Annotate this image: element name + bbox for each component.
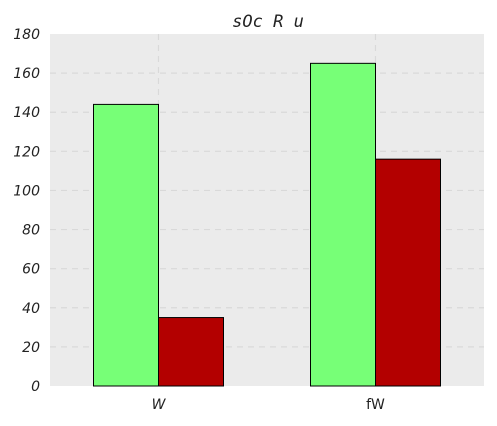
y-tick-label: 80: [22, 223, 40, 239]
y-tick-label: 60: [22, 262, 40, 278]
x-tick-label: fW: [366, 397, 385, 413]
y-tick-label: 20: [22, 340, 40, 356]
bar-series-2-W: [158, 317, 224, 387]
y-tick-label: 160: [13, 66, 40, 82]
y-tick-label: 0: [31, 379, 40, 395]
bar-series-1-W: [93, 103, 159, 387]
bars: [93, 62, 441, 387]
y-tick-label: 180: [13, 27, 40, 43]
bar-series-2-fW: [375, 158, 441, 387]
y-tick-label: 100: [13, 183, 40, 199]
y-axis-ticks: 0 20 40 60 80 100 120 140 160 180: [13, 27, 40, 395]
y-tick-label: 40: [22, 301, 40, 317]
bar-series-1-fW: [310, 62, 376, 387]
y-tick-label: 140: [13, 105, 40, 121]
x-tick-label: W: [152, 397, 167, 413]
chart-title: sOc R u: [232, 12, 304, 32]
y-tick-label: 120: [13, 144, 40, 160]
